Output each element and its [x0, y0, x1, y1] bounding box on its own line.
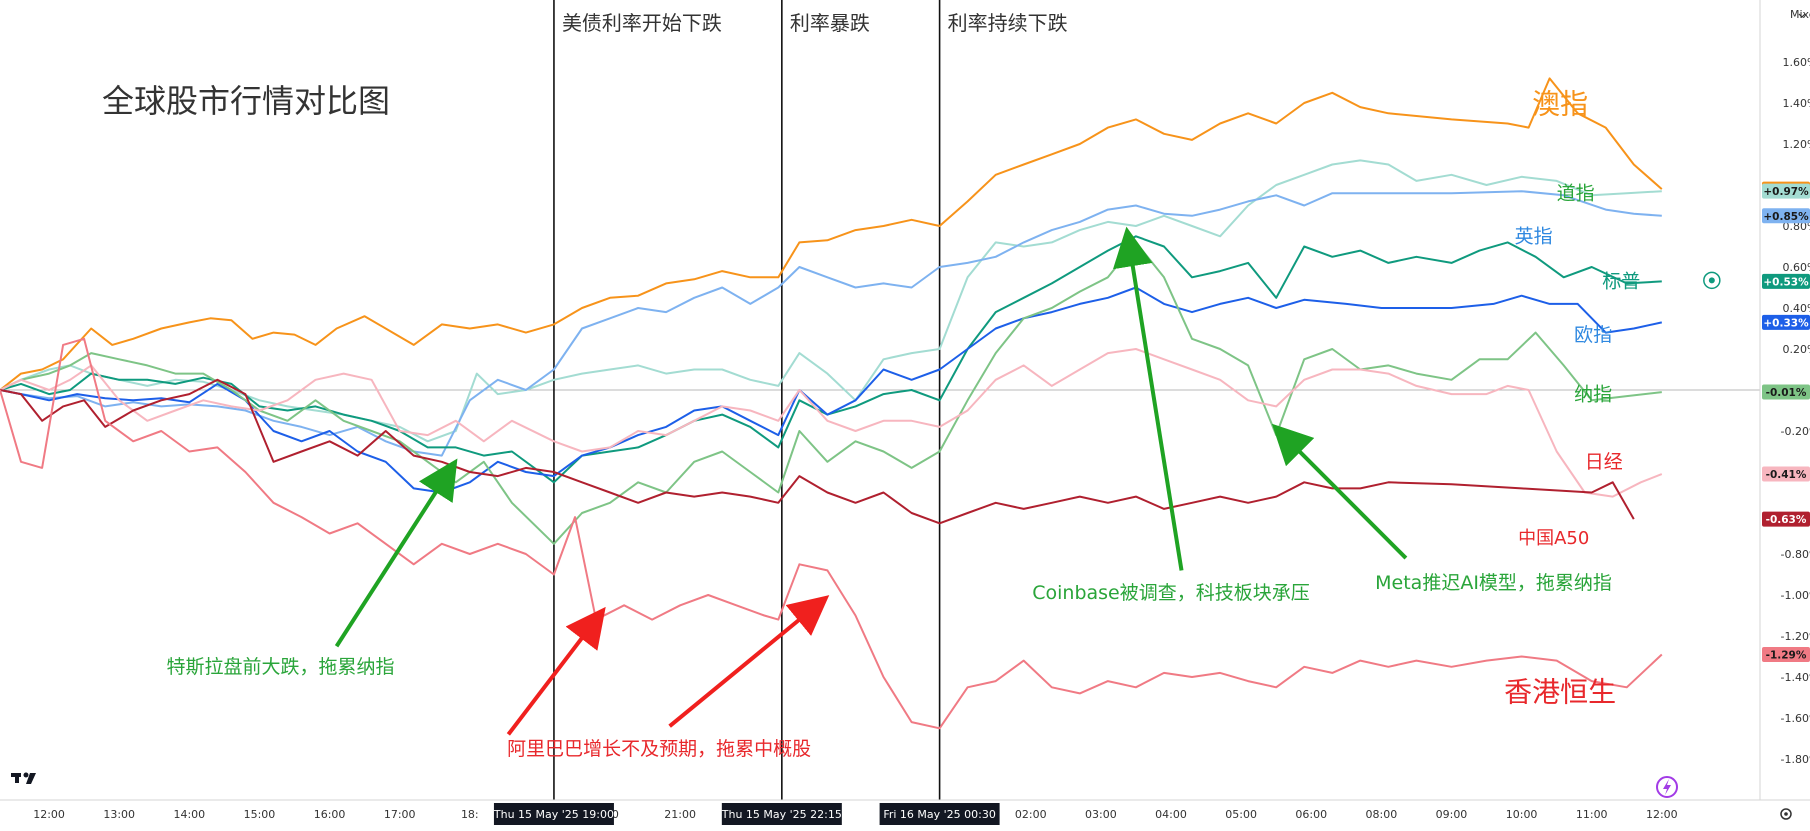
price-badge: [1762, 208, 1810, 224]
x-tick-label: 08:00: [1366, 808, 1398, 821]
annotation-text: 特斯拉盘前大跌，拖累纳指: [166, 656, 394, 678]
crosshair-time-label: Fri 16 May '25 00:30: [883, 808, 996, 821]
annotation-text: Meta推迟AI模型，拖累纳指: [1375, 572, 1612, 594]
x-tick-label: 06:00: [1295, 808, 1327, 821]
x-tick-label: 03:00: [1085, 808, 1117, 821]
series-label: 香港恒生: [1504, 676, 1616, 709]
price-badge-label: +0.33%: [1763, 317, 1809, 329]
y-tick-label: 0.60%: [1783, 261, 1810, 274]
price-axis[interactable]: 1.60%1.40%1.20%0.80%0.60%0.40%0.20%-0.20…: [1759, 0, 1810, 800]
series-label: 澳指: [1532, 87, 1588, 120]
series-label: 英指: [1515, 225, 1553, 247]
time-axis[interactable]: 12:0013:0014:0015:0016:0017:0018::0021:0…: [0, 799, 1810, 825]
tradingview-logo-icon[interactable]: [11, 772, 36, 785]
annotation-arrow: [334, 458, 458, 648]
series-label: 标普: [1602, 271, 1640, 293]
series-label: 日经: [1585, 451, 1623, 473]
x-tick-label: 09:00: [1436, 808, 1468, 821]
chart-title: 全球股市行情对比图: [102, 82, 390, 120]
price-badge: [1762, 314, 1810, 330]
price-badge: [1762, 183, 1810, 199]
x-tick-label: 13:00: [103, 808, 135, 821]
y-tick-label: -1.40%: [1781, 671, 1810, 684]
series-line[interactable]: [0, 77, 1663, 391]
event-label: 利率持续下跌: [948, 11, 1068, 35]
y-tick-label: 1.40%: [1783, 97, 1810, 110]
series-line[interactable]: [0, 378, 1635, 525]
series-line[interactable]: [0, 348, 1663, 498]
y-tick-label: 1.20%: [1783, 138, 1810, 151]
annotation-arrow: [1271, 423, 1408, 560]
x-tick-label: 10:00: [1506, 808, 1538, 821]
price-badge-label: -1.29%: [1766, 649, 1807, 661]
y-tick-label: -1.00%: [1781, 589, 1810, 602]
lightning-icon[interactable]: [1656, 776, 1678, 798]
event-label: 利率暴跌: [790, 11, 870, 35]
series-end-marker-dot: [1708, 277, 1715, 284]
price-badge-label: +0.85%: [1763, 211, 1809, 223]
annotation-text: 阿里巴巴增长不及预期，拖累中概股: [507, 738, 811, 760]
crosshair-time-badge: [879, 803, 1000, 825]
y-tick-label: 0.20%: [1783, 343, 1810, 356]
y-tick-label: 1.60%: [1783, 56, 1810, 69]
y-tick-label: -0.80%: [1781, 548, 1810, 561]
series-label: 中国A50: [1518, 528, 1589, 549]
series-line[interactable]: [0, 159, 1662, 443]
x-tick-label: 11:00: [1576, 808, 1608, 821]
price-badge-label: +0.97%: [1763, 186, 1809, 198]
gear-icon[interactable]: [1780, 808, 1792, 820]
x-tick-label: 17:00: [384, 808, 416, 821]
price-badge: [1762, 511, 1810, 527]
event-label: 美债利率开始下跌: [562, 11, 722, 35]
price-badge: [1762, 384, 1810, 400]
x-tick-label: 21:00: [664, 808, 696, 821]
x-tick-label: 15:00: [244, 808, 276, 821]
crosshair-time-badge: [721, 803, 842, 825]
x-tick-label: 04:00: [1155, 808, 1187, 821]
annotation-arrow: [668, 595, 830, 728]
series-label: 道指: [1557, 182, 1595, 204]
series-label: 欧指: [1574, 324, 1612, 346]
x-tick-label: 16:00: [314, 808, 346, 821]
crosshair-time-label: Thu 15 May '25 19:00: [493, 808, 614, 821]
chevron-down-icon[interactable]: [1798, 13, 1806, 18]
x-tick-label: 12:00: [33, 808, 65, 821]
annotation-arrow: [506, 606, 606, 736]
price-badge-label: -0.01%: [1766, 387, 1807, 399]
series-line[interactable]: [0, 286, 1663, 494]
series-label: 纳指: [1574, 383, 1612, 405]
y-tick-label: -1.60%: [1781, 712, 1810, 725]
price-badge: [1762, 273, 1810, 289]
series-line[interactable]: [0, 241, 1662, 545]
series-line[interactable]: [0, 337, 1663, 730]
x-tick-label: 12:00: [1646, 808, 1678, 821]
price-badge-label: -0.63%: [1766, 514, 1807, 526]
y-tick-label: -1.20%: [1781, 630, 1810, 643]
x-tick-label: 18:: [461, 808, 479, 821]
y-tick-label: -0.20%: [1781, 425, 1810, 438]
crosshair-time-label: Thu 15 May '25 22:15: [721, 808, 842, 821]
series-line[interactable]: [0, 235, 1662, 484]
x-tick-label: 05:00: [1225, 808, 1257, 821]
price-badge-label: -0.41%: [1766, 469, 1807, 481]
x-tick-label: 02:00: [1015, 808, 1047, 821]
annotation-arrow: [1112, 226, 1184, 571]
y-tick-label: 0.40%: [1783, 302, 1810, 315]
price-badge: [1762, 466, 1810, 482]
annotation-text: Coinbase被调查，科技板块承压: [1032, 582, 1310, 604]
price-badge-label: +0.53%: [1763, 276, 1809, 288]
series-line[interactable]: [0, 190, 1662, 457]
y-tick-label: -1.80%: [1781, 753, 1810, 766]
x-tick-label: 14:00: [173, 808, 205, 821]
price-badge: [1762, 646, 1810, 662]
crosshair-time-badge: [493, 803, 614, 825]
